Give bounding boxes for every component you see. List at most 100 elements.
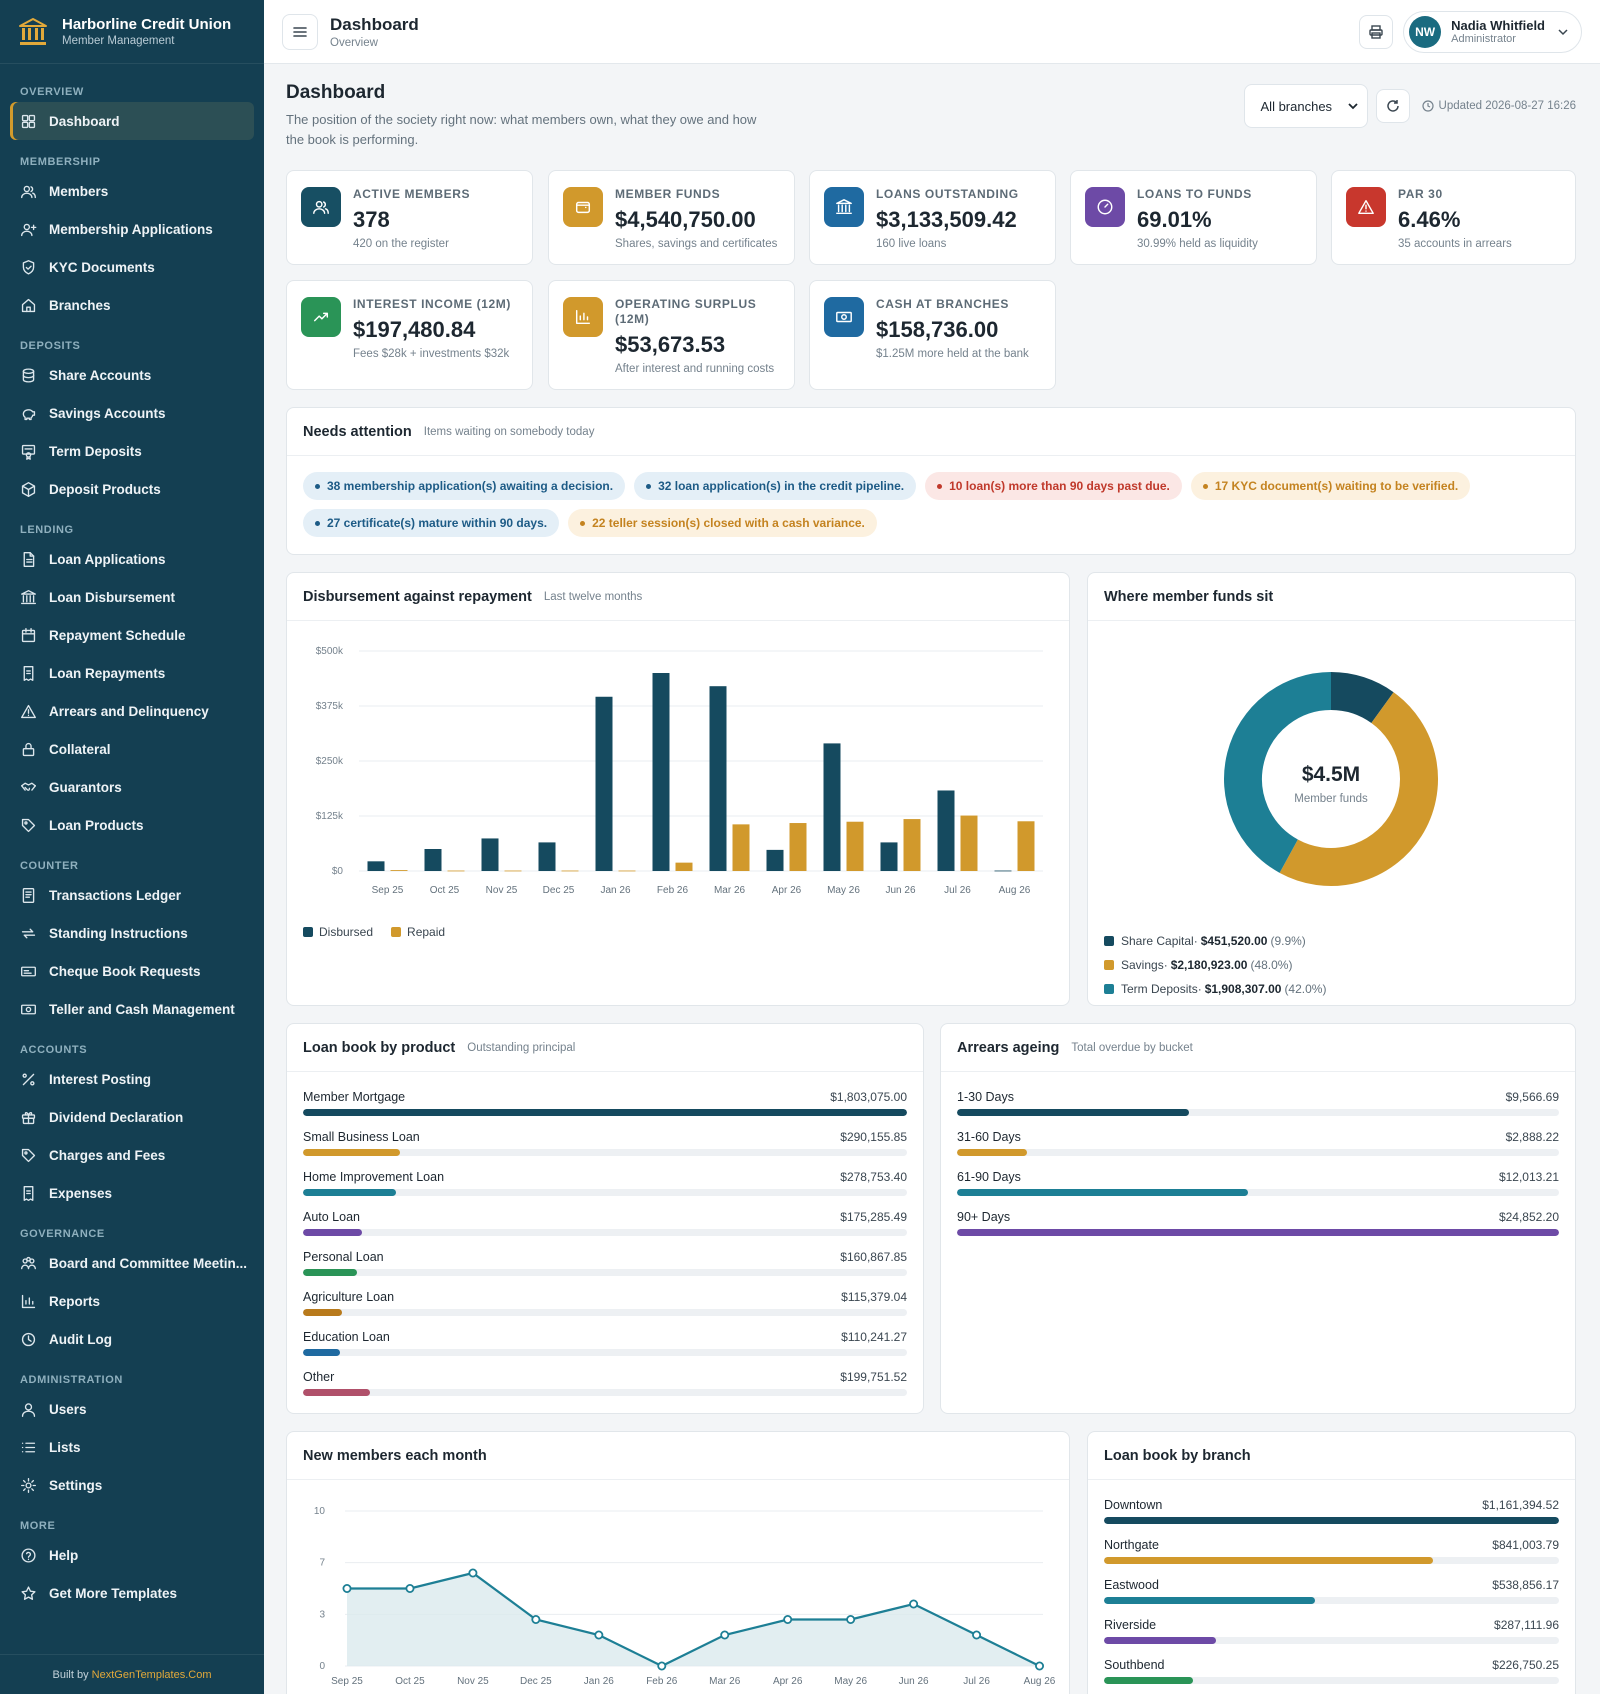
user-menu[interactable]: NW Nadia Whitfield Administrator xyxy=(1403,10,1582,53)
bar-row[interactable]: Riverside $287,111.96 xyxy=(1104,1614,1559,1654)
attention-item[interactable]: 10 loan(s) more than 90 days past due. xyxy=(925,472,1182,500)
attention-item[interactable]: 38 membership application(s) awaiting a … xyxy=(303,472,626,500)
donut-slice[interactable] xyxy=(1224,672,1332,873)
bar-row[interactable]: Downtown $1,161,394.52 xyxy=(1104,1494,1559,1534)
bar-row[interactable]: Home Improvement Loan $278,753.40 xyxy=(303,1166,907,1206)
bar-disbursed[interactable] xyxy=(709,686,727,871)
data-point[interactable] xyxy=(405,1584,415,1594)
data-point[interactable] xyxy=(468,1568,478,1578)
bar-repaid[interactable] xyxy=(390,870,408,871)
data-point[interactable] xyxy=(594,1630,604,1640)
sidebar-item-collateral[interactable]: Collateral xyxy=(10,730,254,768)
sidebar-item-branches[interactable]: Branches xyxy=(10,286,254,324)
sidebar-item-settings[interactable]: Settings xyxy=(10,1466,254,1504)
bar-repaid[interactable] xyxy=(618,870,636,872)
bar-row[interactable]: 61-90 Days $12,013.21 xyxy=(957,1166,1559,1206)
bar-row[interactable]: Small Business Loan $290,155.85 xyxy=(303,1126,907,1166)
bar-row[interactable]: Other $199,751.52 xyxy=(303,1366,907,1406)
sidebar-item-board-and-committee-meetin[interactable]: Board and Committee Meetin... xyxy=(10,1244,254,1282)
sidebar-item-repayment-schedule[interactable]: Repayment Schedule xyxy=(10,616,254,654)
data-point[interactable] xyxy=(783,1614,793,1624)
donut-slice[interactable] xyxy=(1279,692,1438,886)
menu-toggle-button[interactable] xyxy=(282,13,318,50)
bar-row[interactable]: 90+ Days $24,852.20 xyxy=(957,1206,1559,1246)
data-point[interactable] xyxy=(1035,1661,1045,1671)
bar-row[interactable]: 1-30 Days $9,566.69 xyxy=(957,1086,1559,1126)
bar-disbursed[interactable] xyxy=(766,849,784,871)
bar-disbursed[interactable] xyxy=(994,870,1012,872)
data-point[interactable] xyxy=(342,1584,352,1594)
sidebar-item-cheque-book-requests[interactable]: Cheque Book Requests xyxy=(10,952,254,990)
bar-repaid[interactable] xyxy=(561,870,579,872)
print-button[interactable] xyxy=(1359,14,1394,49)
bar-disbursed[interactable] xyxy=(538,842,556,871)
bar-repaid[interactable] xyxy=(732,824,750,871)
sidebar-item-teller-and-cash-management[interactable]: Teller and Cash Management xyxy=(10,990,254,1028)
sidebar-item-interest-posting[interactable]: Interest Posting xyxy=(10,1060,254,1098)
sidebar-item-users[interactable]: Users xyxy=(10,1390,254,1428)
attention-item[interactable]: 17 KYC document(s) waiting to be verifie… xyxy=(1190,472,1471,500)
brand[interactable]: Harborline Credit Union Member Managemen… xyxy=(0,0,264,64)
sidebar-item-lists[interactable]: Lists xyxy=(10,1428,254,1466)
sidebar-item-loan-repayments[interactable]: Loan Repayments xyxy=(10,654,254,692)
branch-select[interactable]: All branches xyxy=(1243,84,1368,128)
refresh-button[interactable] xyxy=(1375,89,1410,123)
data-point[interactable] xyxy=(909,1599,919,1609)
sidebar-item-members[interactable]: Members xyxy=(10,172,254,210)
sidebar-item-term-deposits[interactable]: Term Deposits xyxy=(10,432,254,470)
bar-row[interactable]: Eastwood $538,856.17 xyxy=(1104,1574,1559,1614)
sidebar-item-dividend-declaration[interactable]: Dividend Declaration xyxy=(10,1098,254,1136)
sidebar-item-guarantors[interactable]: Guarantors xyxy=(10,768,254,806)
sidebar-item-arrears-and-delinquency[interactable]: Arrears and Delinquency xyxy=(10,692,254,730)
bar-row[interactable]: Northgate $841,003.79 xyxy=(1104,1534,1559,1574)
sidebar-item-standing-instructions[interactable]: Standing Instructions xyxy=(10,914,254,952)
data-point[interactable] xyxy=(846,1614,856,1624)
bar-repaid[interactable] xyxy=(960,815,978,871)
bar-disbursed[interactable] xyxy=(481,838,499,871)
bar-disbursed[interactable] xyxy=(937,790,955,871)
bar-disbursed[interactable] xyxy=(823,743,841,871)
data-point[interactable] xyxy=(657,1661,667,1671)
sidebar-item-expenses[interactable]: Expenses xyxy=(10,1174,254,1212)
sidebar-item-savings-accounts[interactable]: Savings Accounts xyxy=(10,394,254,432)
bar-disbursed[interactable] xyxy=(652,673,670,871)
bar-row[interactable]: Agriculture Loan $115,379.04 xyxy=(303,1286,907,1326)
sidebar-item-audit-log[interactable]: Audit Log xyxy=(10,1320,254,1358)
sidebar-item-reports[interactable]: Reports xyxy=(10,1282,254,1320)
bar-row[interactable]: Auto Loan $175,285.49 xyxy=(303,1206,907,1246)
bar-disbursed[interactable] xyxy=(424,849,442,871)
bar-repaid[interactable] xyxy=(675,862,693,871)
sidebar-item-loan-applications[interactable]: Loan Applications xyxy=(10,540,254,578)
bar-row[interactable]: 31-60 Days $2,888.22 xyxy=(957,1126,1559,1166)
data-point[interactable] xyxy=(972,1630,982,1640)
sidebar-item-deposit-products[interactable]: Deposit Products xyxy=(10,470,254,508)
bar-disbursed[interactable] xyxy=(367,861,385,871)
sidebar-item-share-accounts[interactable]: Share Accounts xyxy=(10,356,254,394)
sidebar-item-membership-applications[interactable]: Membership Applications xyxy=(10,210,254,248)
bar-row[interactable]: Member Mortgage $1,803,075.00 xyxy=(303,1086,907,1126)
bar-repaid[interactable] xyxy=(1017,821,1035,871)
sidebar-item-dashboard[interactable]: Dashboard xyxy=(10,102,254,140)
bar-row[interactable]: Southbend $226,750.25 xyxy=(1104,1654,1559,1694)
bar-repaid[interactable] xyxy=(846,821,864,871)
bar-disbursed[interactable] xyxy=(880,842,898,871)
bar-row[interactable]: Education Loan $110,241.27 xyxy=(303,1326,907,1366)
bar-repaid[interactable] xyxy=(903,819,921,871)
bar-row[interactable]: Personal Loan $160,867.85 xyxy=(303,1246,907,1286)
sidebar-item-charges-and-fees[interactable]: Charges and Fees xyxy=(10,1136,254,1174)
sidebar-item-loan-disbursement[interactable]: Loan Disbursement xyxy=(10,578,254,616)
attention-item[interactable]: 27 certificate(s) mature within 90 days. xyxy=(303,509,560,537)
bar-disbursed[interactable] xyxy=(595,696,613,871)
bar-repaid[interactable] xyxy=(789,823,807,871)
attention-item[interactable]: 22 teller session(s) closed with a cash … xyxy=(568,509,877,537)
sidebar-item-kyc-documents[interactable]: KYC Documents xyxy=(10,248,254,286)
data-point[interactable] xyxy=(720,1630,730,1640)
attention-item[interactable]: 32 loan application(s) in the credit pip… xyxy=(634,472,917,500)
sidebar-item-loan-products[interactable]: Loan Products xyxy=(10,806,254,844)
credit-link[interactable]: NextGenTemplates.Com xyxy=(91,1669,212,1681)
donut-slice[interactable] xyxy=(1330,672,1394,724)
bar-repaid[interactable] xyxy=(447,870,465,872)
data-point[interactable] xyxy=(531,1614,541,1624)
sidebar-item-get-more-templates[interactable]: Get More Templates xyxy=(10,1574,254,1612)
sidebar-item-transactions-ledger[interactable]: Transactions Ledger xyxy=(10,876,254,914)
